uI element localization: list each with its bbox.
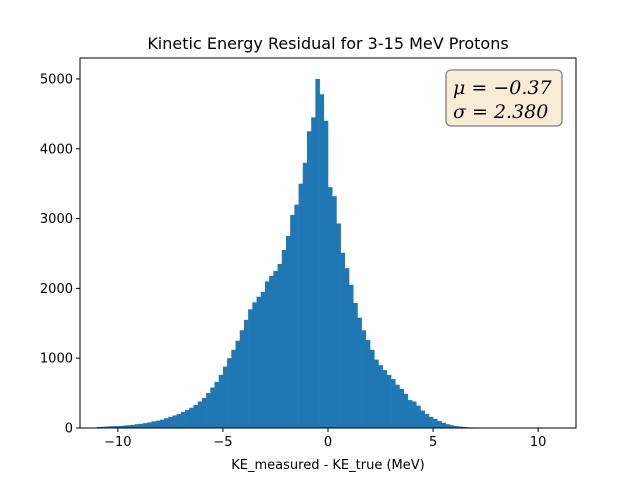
- histogram-bar: [206, 393, 211, 428]
- histogram-bar: [328, 187, 333, 428]
- histogram-bar: [215, 382, 220, 428]
- histogram-bar: [320, 94, 325, 428]
- histogram-bar: [269, 276, 274, 428]
- histogram-bar: [433, 419, 438, 428]
- histogram-bar: [181, 412, 186, 428]
- histogram-bar: [315, 79, 320, 428]
- histogram-bar: [282, 250, 287, 428]
- histogram-bar: [370, 350, 375, 428]
- histogram-bar: [446, 424, 451, 428]
- histogram-bar: [420, 411, 425, 428]
- histogram-bar: [441, 423, 446, 428]
- x-tick-label: −10: [104, 435, 131, 450]
- histogram-bar: [177, 414, 182, 428]
- histogram-bar: [425, 414, 430, 428]
- histogram-bar: [332, 196, 337, 428]
- histogram-bar: [391, 379, 396, 428]
- histogram-bar: [160, 420, 165, 428]
- histogram-bar: [172, 415, 177, 428]
- x-tick-label: 0: [324, 435, 332, 450]
- histogram-bar: [248, 309, 253, 428]
- histogram-bar: [362, 330, 367, 428]
- histogram-bar: [437, 421, 442, 428]
- histogram-bar: [210, 388, 215, 428]
- histogram-bar: [299, 184, 304, 428]
- histogram-bar: [374, 360, 379, 428]
- histogram-bar: [278, 264, 283, 428]
- histogram-bar: [198, 401, 203, 428]
- x-tick-label: 10: [530, 435, 547, 450]
- y-tick-label: 5000: [40, 72, 73, 87]
- histogram-bar: [349, 285, 354, 428]
- histogram-bar: [383, 370, 388, 428]
- histogram-bar: [147, 422, 152, 428]
- histogram-bar: [265, 281, 270, 428]
- histogram-bar: [227, 358, 232, 428]
- histogram-bar: [429, 417, 434, 428]
- histogram-bar: [223, 367, 228, 428]
- histogram-bar: [236, 341, 241, 428]
- histogram-bar: [294, 205, 299, 428]
- histogram-bar: [151, 421, 156, 428]
- histogram-bar: [412, 401, 417, 428]
- histogram-bar: [395, 385, 400, 428]
- histogram-bar: [387, 375, 392, 428]
- histogram-bar: [311, 117, 316, 428]
- histogram-bar: [189, 408, 194, 428]
- histogram-bar: [378, 365, 383, 428]
- x-tick-label: 5: [429, 435, 437, 450]
- histogram-bar: [244, 320, 249, 428]
- histogram-bar: [164, 418, 169, 428]
- histogram-bar: [290, 215, 295, 428]
- histogram-bar: [286, 236, 291, 428]
- histogram-bar: [366, 340, 371, 428]
- histogram-bar: [261, 292, 266, 428]
- histogram-bar: [357, 318, 362, 428]
- histogram-bar: [353, 303, 358, 428]
- histogram-bar: [231, 350, 236, 428]
- histogram-bar: [345, 268, 350, 428]
- histogram-bar: [336, 223, 341, 428]
- y-tick-label: 3000: [40, 212, 73, 227]
- histogram-bar: [324, 121, 329, 428]
- histogram-bar: [240, 330, 245, 428]
- histogram-bar: [139, 424, 144, 428]
- histogram-bar: [193, 405, 198, 428]
- stats-sigma: σ = 2.380: [453, 101, 548, 123]
- histogram-bar: [408, 400, 413, 428]
- histogram-bar: [185, 410, 190, 428]
- histogram-bar: [135, 424, 140, 428]
- histogram-bar: [168, 417, 173, 428]
- histogram-bar: [156, 421, 161, 428]
- y-tick-label: 2000: [40, 282, 73, 297]
- chart-title: Kinetic Energy Residual for 3-15 MeV Pro…: [147, 34, 508, 53]
- histogram-bar: [303, 163, 308, 428]
- histogram-bar: [307, 131, 312, 428]
- histogram-bar: [257, 297, 262, 428]
- histogram-bar: [219, 375, 224, 428]
- histogram-bar: [143, 423, 148, 428]
- y-tick-label: 4000: [40, 142, 73, 157]
- stats-mean: μ = −0.37: [453, 77, 552, 99]
- stats-annotation-box: μ = −0.37 σ = 2.380: [446, 70, 562, 126]
- y-tick-label: 0: [65, 422, 73, 437]
- histogram-bar: [341, 253, 346, 428]
- histogram-bar: [202, 398, 207, 428]
- histogram-bar: [399, 389, 404, 428]
- x-axis-label: KE_measured - KE_true (MeV): [231, 458, 424, 473]
- histogram-bar: [252, 302, 257, 428]
- histogram-bar: [404, 394, 409, 428]
- histogram-bar: [416, 406, 421, 428]
- histogram-bar: [273, 271, 278, 428]
- y-tick-label: 1000: [40, 352, 73, 367]
- x-tick-label: −5: [213, 435, 232, 450]
